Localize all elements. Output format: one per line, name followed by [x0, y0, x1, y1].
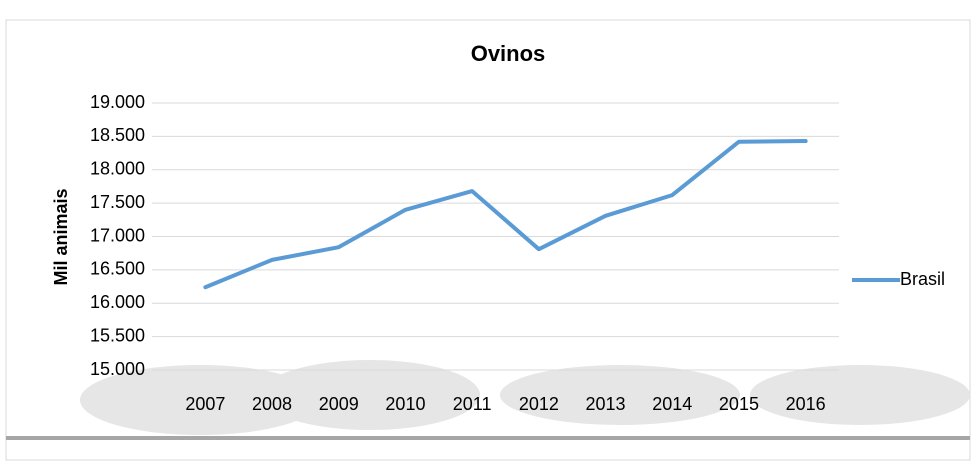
- x-tick-label: 2010: [385, 394, 425, 414]
- y-tick-label: 16.000: [90, 292, 145, 312]
- y-tick-label: 18.000: [90, 159, 145, 179]
- y-tick-label: 15.500: [90, 325, 145, 345]
- x-tick-label: 2013: [586, 394, 626, 414]
- background-silhouettes: [80, 360, 970, 435]
- y-tick-label: 16.500: [90, 259, 145, 279]
- data-line: [203, 139, 808, 290]
- y-tick-label: 19.000: [90, 92, 145, 112]
- y-tick-label: 17.500: [90, 192, 145, 212]
- ground-strip: [6, 436, 970, 440]
- x-tick-label: 2009: [319, 394, 359, 414]
- x-tick-label: 2015: [719, 394, 759, 414]
- legend-label: Brasil: [900, 269, 945, 289]
- y-tick-label: 15.000: [90, 359, 145, 379]
- x-tick-label: 2016: [786, 394, 826, 414]
- chart-title: Ovinos: [471, 41, 546, 66]
- x-tick-label: 2008: [252, 394, 292, 414]
- y-axis-label: Mil animais: [51, 188, 71, 285]
- x-tick-label: 2011: [453, 394, 492, 414]
- x-tick-label: 2007: [185, 394, 225, 414]
- y-tick-label: 18.500: [90, 125, 145, 145]
- x-tick-label: 2014: [652, 394, 692, 414]
- y-tick-label: 17.000: [90, 225, 145, 245]
- x-tick-label: 2012: [519, 394, 559, 414]
